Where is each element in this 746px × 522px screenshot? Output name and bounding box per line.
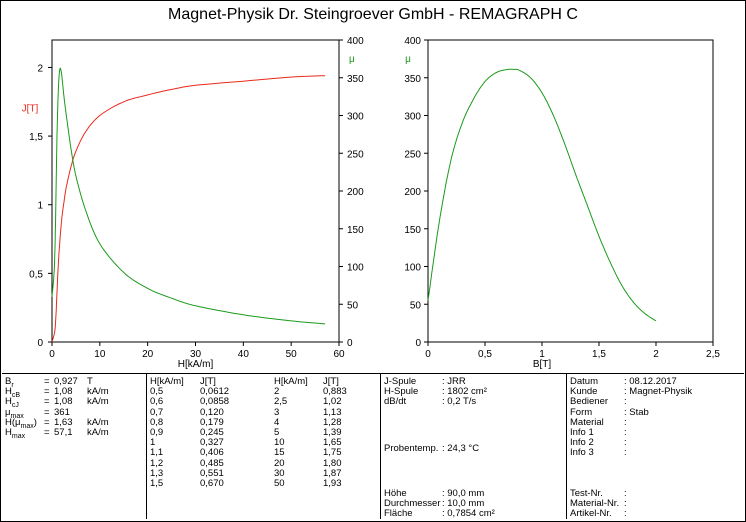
setup-values-top: : JRR: 1802 cm²: 0,2 T/s (442, 376, 487, 408)
chart2-series-mu (427, 68, 657, 322)
chart2-frame (427, 39, 714, 343)
chart1-y2-tick-label: 300 (347, 112, 364, 123)
setup-labels-top: J-Spule H-Spule dB/dt (384, 376, 419, 408)
chart2-y-tick-label: 50 (410, 300, 422, 311)
setup-values-bottom: : 90,0 mm: 10,0 mm: 0,7854 cm² (442, 488, 495, 520)
chart2-x-tick-label: 0 (425, 349, 431, 360)
info-bottom-labels: Test-Nr. Material-Nr. Artikel-Nr. (570, 488, 620, 520)
chart1-x-label: H[kA/m] (178, 359, 214, 370)
chart1-y2-tick-label: 400 (347, 36, 364, 47)
chart2-y-tick-label: 250 (404, 149, 421, 160)
chart2-x-label: B[T] (533, 359, 552, 370)
chart1-y-label: J[T] (22, 104, 39, 115)
chart1-y2-tick-label: 50 (347, 300, 359, 311)
chart2-x-tick-label: 1,5 (592, 349, 606, 360)
chart1-x-tick-label: 10 (94, 349, 106, 360)
chart1-x-tick-label: 30 (190, 349, 202, 360)
label-hcb: HcB (5, 386, 21, 400)
chart1-x-tick-label: 40 (238, 349, 250, 360)
chart1-y2-tick-label: 100 (347, 263, 364, 274)
table-j1: J[T] 0,0612 0,0858 0,120 0,179 0,245 0,327 0,4… (200, 376, 230, 489)
chart2-y-tick-label: 150 (404, 225, 421, 236)
col-divider-2 (380, 373, 381, 519)
charts-canvas: 0 10 20 30 40 50 6000,511,52050100150200250300… (22, 36, 721, 370)
info-labels: Datum Kunde Bediener Form Material Info 1 Info… (570, 376, 609, 459)
chart1-y-tick-label: 2 (37, 63, 43, 74)
chart1-y2-tick-label: 150 (347, 225, 364, 236)
chart1-x-tick-label: 20 (142, 349, 154, 360)
chart2-y-tick-label: 200 (404, 187, 421, 198)
info-bottom-values: ::: (624, 488, 627, 520)
table-j2: J[T] 0,883 1,02 1,13 1,28 1,39 1,65 1,75 1,80 1,… (323, 376, 347, 489)
chart2-y-label: μ (405, 54, 411, 65)
chart1-y-tick-label: 1,5 (29, 132, 43, 143)
chart2-x-tick-label: 2 (653, 349, 659, 360)
chart2-y-tick-label: 100 (404, 263, 421, 274)
temp-value: : 24,3 °C (442, 443, 480, 454)
table-divider (2, 373, 744, 374)
label-hcj: HcJ (5, 396, 19, 410)
chart1-y2-label: μ (349, 54, 355, 65)
chart2-y-tick-label: 300 (404, 112, 421, 123)
chart1-y-tick-label: 0 (37, 338, 43, 349)
chart2-x-tick-label: 0,5 (478, 349, 492, 360)
chart1-y-tick-label: 1 (37, 201, 43, 212)
temp-label: Probentemp. (384, 443, 439, 454)
chart1-x-tick-label: 0 (49, 349, 55, 360)
label-br: Br (5, 376, 14, 389)
chart2-y-tick-label: 350 (404, 74, 421, 85)
report-title: Magnet-Physik Dr. Steingroever GmbH - RE… (168, 6, 578, 23)
results-values: 0,927 1,08 1,08 361 1,63 57,1 (54, 376, 78, 438)
label-mumax: μmax (5, 406, 24, 420)
label-h-mumax: H(μmax) (5, 416, 37, 430)
chart2-y-tick-label: 0 (415, 338, 421, 349)
chart1-y2-tick-label: 0 (347, 338, 353, 349)
label-hmax: Hmax (5, 426, 26, 440)
setup-labels-bottom: Höhe Durchmesser Fläche (384, 488, 441, 520)
table-h2: H[kA/m] 2 2,5 3 4 5 10 15 20 30 50 (274, 376, 308, 489)
chart1-y-tick-label: 0,5 (29, 269, 43, 280)
info-values: : 08.12.2017: Magnet-Physik:: Stab:::: (624, 376, 693, 459)
chart1-y2-tick-label: 200 (347, 187, 364, 198)
chart1-x-tick-label: 60 (333, 349, 345, 360)
col-divider-1 (146, 373, 147, 519)
results-eq: = = = = = = (44, 376, 50, 438)
chart2-y-tick-label: 400 (404, 36, 421, 47)
col-divider-3 (566, 373, 567, 519)
chart1-series-mu (51, 67, 326, 325)
chart1-series-j (51, 75, 326, 343)
chart1-y2-tick-label: 350 (347, 74, 364, 85)
chart2-x-tick-label: 2,5 (706, 349, 720, 360)
chart1-y2-tick-label: 250 (347, 149, 364, 160)
results-labels: Br HcB HcJ μmax H(μmax) Hmax (5, 376, 37, 440)
chart2-x-tick-label: 1 (539, 349, 545, 360)
chart1-x-tick-label: 50 (286, 349, 298, 360)
table-h1: H[kA/m] 0,5 0,6 0,7 0,8 0,9 1 1,1 1,2 1,3 1,5 (150, 376, 184, 489)
